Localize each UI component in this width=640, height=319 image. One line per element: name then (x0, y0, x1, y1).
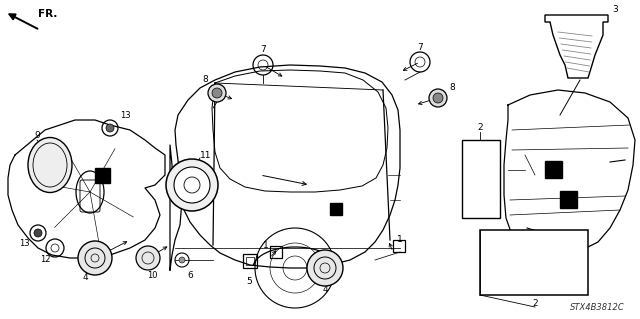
Bar (330, 203, 342, 215)
Bar (480, 230, 588, 295)
Text: 4: 4 (322, 285, 328, 293)
Text: 11: 11 (200, 151, 211, 160)
Text: 7: 7 (260, 46, 266, 55)
Text: 2: 2 (477, 123, 483, 132)
Text: 6: 6 (187, 271, 193, 279)
Bar (270, 246, 282, 258)
Ellipse shape (28, 137, 72, 192)
Text: 3: 3 (612, 5, 618, 14)
Text: 4: 4 (82, 273, 88, 283)
Text: STX4B3812C: STX4B3812C (570, 303, 625, 312)
Circle shape (208, 84, 226, 102)
Text: 7: 7 (417, 42, 423, 51)
Bar (243, 254, 257, 268)
Circle shape (212, 88, 222, 98)
Bar (246, 257, 254, 265)
Text: 9: 9 (34, 130, 40, 139)
Circle shape (106, 124, 114, 132)
Bar (545, 161, 562, 178)
Text: FR.: FR. (38, 9, 58, 19)
Circle shape (166, 159, 218, 211)
Text: 10: 10 (147, 271, 157, 280)
Circle shape (307, 250, 343, 286)
Polygon shape (545, 15, 608, 78)
Text: 8: 8 (202, 76, 208, 85)
Text: 12: 12 (40, 256, 51, 264)
Text: 1: 1 (263, 241, 269, 250)
Text: 8: 8 (449, 84, 455, 93)
Bar (95, 168, 110, 183)
Circle shape (136, 246, 160, 270)
Text: 2: 2 (532, 299, 538, 308)
Bar (393, 240, 405, 252)
Text: 5: 5 (246, 277, 252, 286)
Circle shape (429, 89, 447, 107)
Text: 13: 13 (120, 110, 131, 120)
Bar (462, 140, 500, 218)
Text: 1: 1 (397, 235, 403, 244)
Bar (560, 191, 577, 208)
Text: 13: 13 (19, 239, 29, 248)
Circle shape (179, 257, 185, 263)
Circle shape (78, 241, 112, 275)
Circle shape (433, 93, 443, 103)
Circle shape (174, 167, 210, 203)
Circle shape (34, 229, 42, 237)
